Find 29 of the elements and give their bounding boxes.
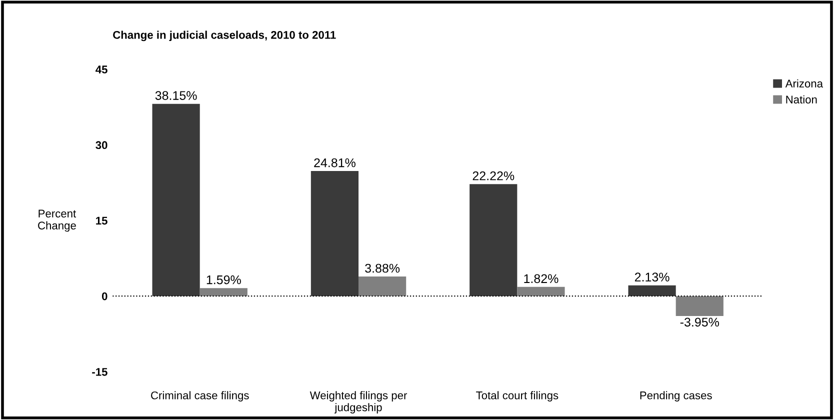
chart-title: Change in judicial caseloads, 2010 to 2011 (113, 30, 336, 42)
x-tick-label: Criminal case filings (151, 391, 249, 402)
y-tick-label: 45 (96, 66, 108, 74)
bar (310, 171, 359, 296)
bar (628, 285, 676, 296)
data-label: 2.13% (634, 272, 670, 282)
y-tick-label: 30 (96, 141, 108, 150)
bar (517, 286, 565, 296)
legend-label: Nation (786, 95, 817, 104)
y-axis-title: Percent Change (38, 210, 76, 232)
data-label: 1.59% (206, 275, 241, 284)
y-tick-label: 15 (96, 216, 108, 225)
data-label: 38.15% (155, 91, 197, 100)
data-label: 24.81% (314, 158, 356, 168)
x-tick-label: Weighted filings per judgeship (310, 391, 408, 414)
bar (676, 296, 724, 316)
bar (152, 104, 200, 296)
bar (470, 184, 518, 296)
data-label: -3.95% (680, 318, 720, 327)
y-tick-label: -15 (92, 368, 108, 376)
data-label: 1.82% (524, 274, 558, 284)
x-tick-label: Pending cases (640, 391, 712, 402)
data-label: 3.88% (365, 264, 400, 273)
y-tick-label: 0 (102, 292, 108, 300)
bar (200, 288, 248, 296)
x-tick-label: Total court filings (476, 391, 558, 402)
bar (358, 276, 406, 296)
legend-label: Arizona (785, 79, 824, 88)
data-label: 22.22% (472, 171, 514, 180)
